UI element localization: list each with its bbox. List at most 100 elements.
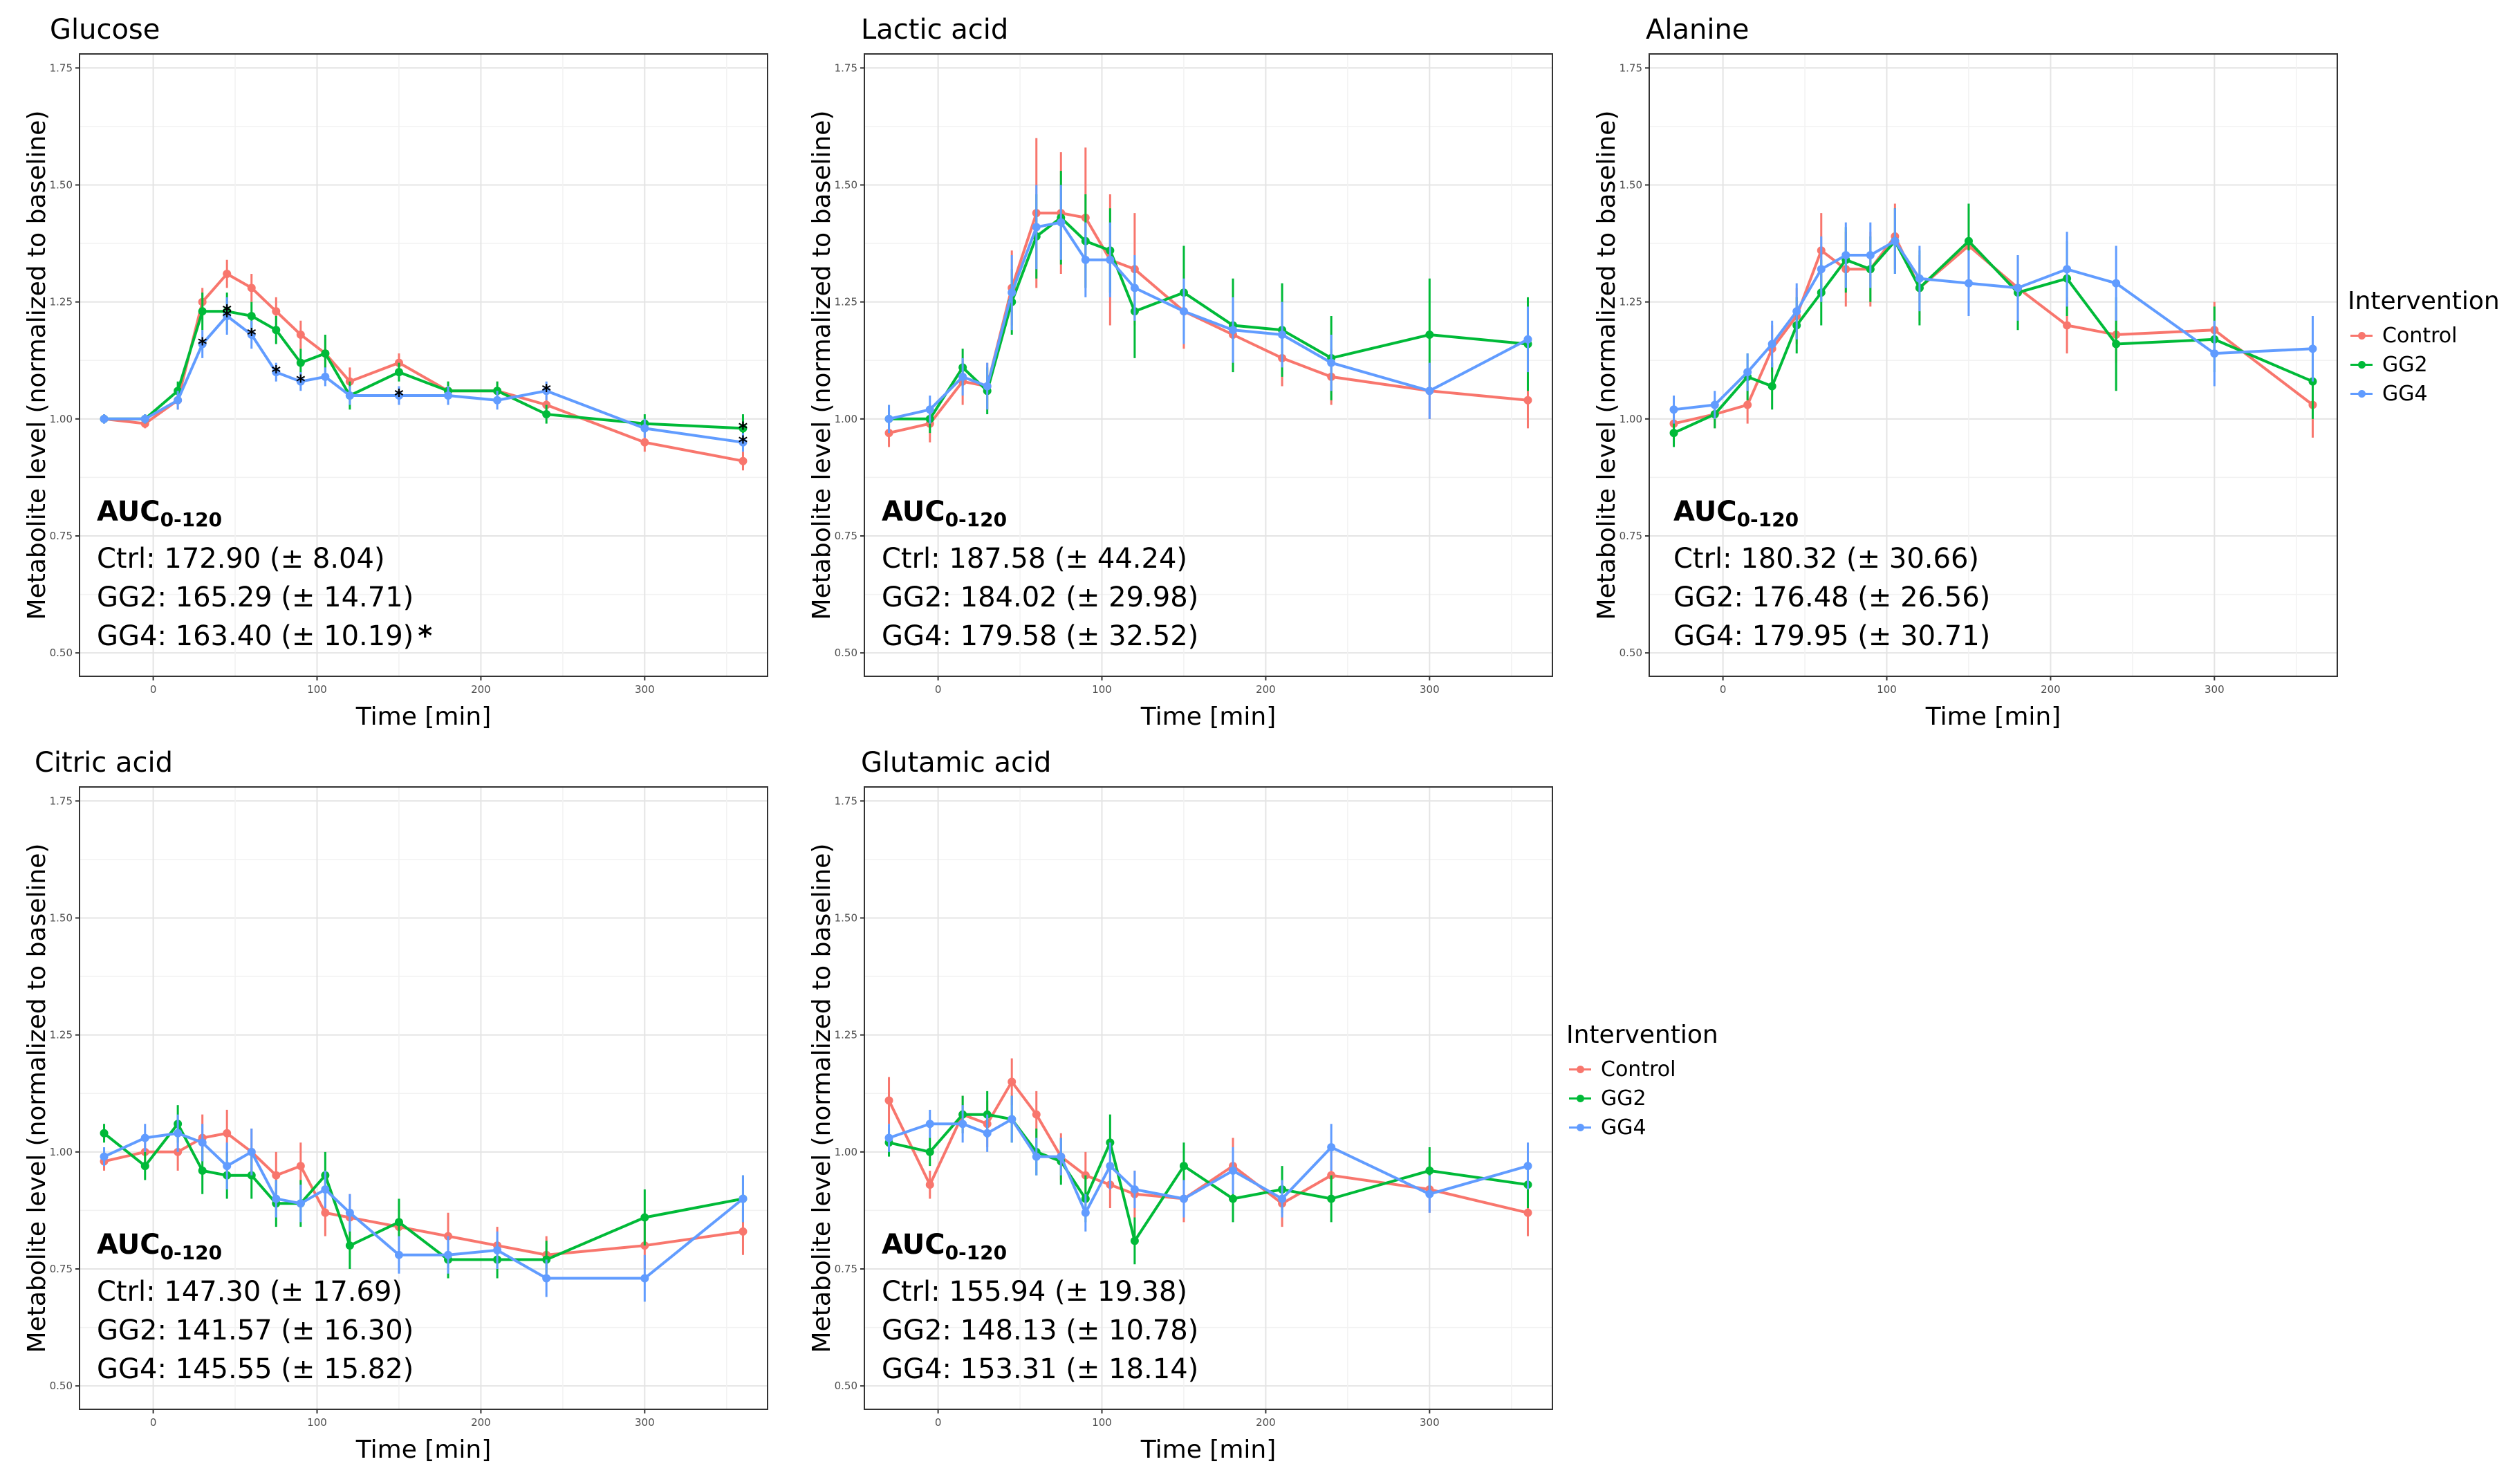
plot-border [1649, 53, 2338, 677]
significance-marker: * [541, 381, 551, 402]
auc-gg2: GG2: 141.57 (± 16.30) [97, 1315, 414, 1346]
alanine-chart: 0.50 0.75 1.00 1.25 1.50 1.75 0 100 200 300 Time [… [1593, 53, 2338, 731]
data-point [394, 1218, 403, 1227]
data-point [1081, 1208, 1090, 1217]
data-point [345, 1208, 354, 1217]
data-point [1669, 405, 1678, 414]
x-tick-label: 200 [471, 1416, 491, 1429]
y-tick-label: 1.00 [50, 1146, 73, 1158]
x-tick-label: 300 [635, 1416, 655, 1429]
legend-item-gg4: GG4 [2348, 379, 2500, 408]
data-point [1081, 255, 1090, 264]
y-tick-label: 1.25 [50, 296, 73, 308]
data-point [198, 1138, 207, 1147]
significance-marker: * [296, 372, 306, 393]
data-point [140, 414, 149, 423]
auc-ctrl: Ctrl: 155.94 (± 19.38) [882, 1276, 1187, 1308]
y-tick-label: 1.00 [1620, 413, 1642, 425]
series-line [104, 310, 743, 430]
data-point [2112, 279, 2121, 288]
y-tick-label: 1.50 [1620, 178, 1642, 191]
data-point [1523, 335, 1532, 344]
x-axis-label: Time [min] [355, 1436, 492, 1464]
data-point [296, 331, 305, 340]
data-point [884, 414, 893, 423]
data-point [272, 326, 281, 335]
data-point [1179, 1194, 1188, 1203]
data-point [1179, 307, 1188, 316]
y-tick-label: 1.25 [1620, 296, 1642, 308]
significance-marker: * [394, 386, 404, 407]
data-point [100, 1129, 109, 1138]
data-point [247, 331, 256, 340]
y-axis-label: Metabolite level (normalized to baseline… [23, 844, 51, 1353]
significance-marker: * [247, 325, 257, 346]
data-point [1964, 236, 1973, 245]
data-point [223, 311, 232, 320]
y-tick-label: 1.50 [835, 178, 857, 191]
y-tick-label: 0.50 [50, 1380, 73, 1392]
series-line [889, 216, 1528, 420]
data-point [1792, 307, 1801, 316]
data-point [444, 391, 453, 400]
citric-acid-chart: 0.50 0.75 1.00 1.25 1.50 1.75 0 100 200 300 Time [… [23, 786, 768, 1464]
y-axis-label: Metabolite level (normalized to baseline… [1593, 111, 1621, 620]
data-point [1767, 382, 1776, 391]
series-gg4 [100, 297, 748, 452]
y-tick-label: 0.75 [50, 530, 73, 542]
x-tick-label: 0 [935, 683, 942, 696]
y-tick-label: 0.50 [835, 647, 857, 659]
series-line [889, 221, 1529, 420]
data-point [1327, 358, 1336, 367]
auc-header: AUC0-120 [97, 496, 223, 531]
data-point [958, 1120, 967, 1129]
y-tick-label: 1.75 [835, 62, 857, 74]
series-line [1673, 234, 2314, 425]
data-point [1915, 274, 1924, 283]
x-tick-label: 200 [2041, 683, 2061, 696]
series-control [1669, 203, 2317, 438]
series-line [1673, 239, 2313, 411]
data-point [321, 372, 330, 381]
data-point [1106, 1162, 1115, 1171]
auc-gg4: GG4: 179.95 (± 30.71) [1673, 620, 1991, 652]
data-point [1767, 340, 1776, 349]
data-point [640, 424, 649, 433]
series-line [887, 1079, 1528, 1214]
glutamic-acid-chart: 0.50 0.75 1.00 1.25 1.50 1.75 0 100 200 300 Time [… [808, 786, 1553, 1464]
y-tick-label: 1.00 [835, 1146, 857, 1158]
auc-gg4: GG4: 145.55 (± 15.82) [97, 1353, 414, 1385]
series-gg2 [100, 293, 748, 443]
data-point [272, 1194, 281, 1203]
auc-summary: AUC0-120 Ctrl: 155.94 (± 19.38) GG2: 148… [882, 1225, 1198, 1389]
data-point [1523, 1162, 1532, 1171]
series-line [1673, 239, 2314, 434]
y-tick-label: 1.75 [1620, 62, 1642, 74]
data-point [493, 1245, 502, 1254]
auc-summary: AUC0-120 Ctrl: 147.30 (± 17.69) GG2: 141… [97, 1225, 414, 1389]
data-point [1008, 288, 1017, 297]
data-point [140, 1133, 149, 1142]
data-point [884, 1133, 893, 1142]
data-point [174, 1147, 183, 1156]
data-point [394, 1250, 403, 1259]
data-point [1229, 1194, 1238, 1203]
data-point [542, 1274, 551, 1283]
grid [80, 787, 768, 1409]
data-point [444, 1250, 453, 1259]
data-point [1523, 1208, 1532, 1217]
x-tick-label: 0 [1720, 683, 1727, 696]
data-point [100, 414, 109, 423]
data-point [739, 424, 748, 433]
data-point [1743, 400, 1752, 409]
data-point [1008, 1115, 1017, 1124]
data-point [1057, 218, 1066, 227]
significance-marker: * [198, 335, 207, 355]
auc-header: AUC0-120 [97, 1229, 223, 1264]
plot-border [864, 53, 1553, 677]
legend-title: Intervention [1566, 1021, 1718, 1049]
data-point [739, 438, 748, 447]
data-point [983, 382, 992, 391]
auc-gg2: GG2: 176.48 (± 26.56) [1673, 582, 1991, 613]
auc-summary: AUC0-120 Ctrl: 187.58 (± 44.24) GG2: 184… [882, 492, 1198, 656]
